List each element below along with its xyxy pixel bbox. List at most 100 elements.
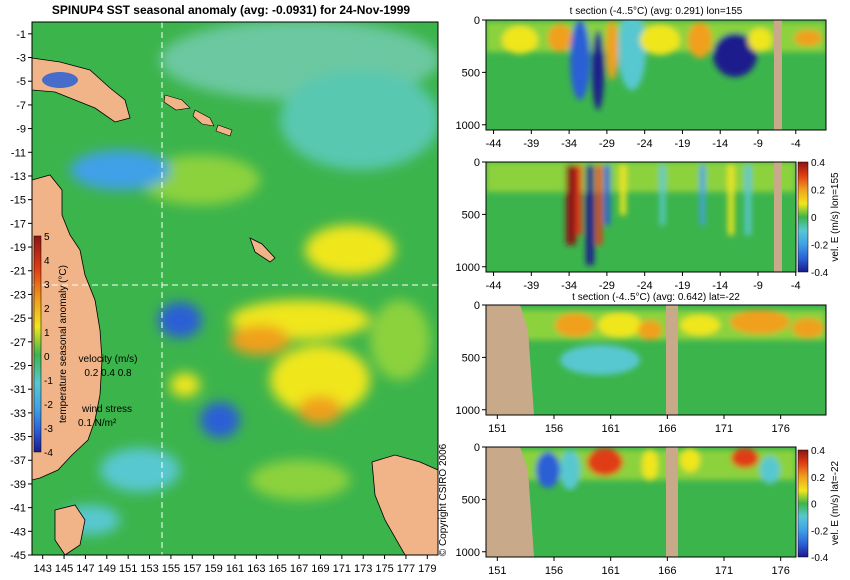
- map-x-tick-label: 167: [290, 563, 308, 575]
- panel2-colorbar-tick-label: -0.2: [811, 241, 829, 252]
- panel4-y-tick-label: 1000: [456, 547, 480, 559]
- panel2-x-ticks: -44 -39 -34 -29 -24 -19 -14 -9 -4: [486, 272, 801, 292]
- panel4-x-tick-label: 151: [488, 565, 506, 577]
- map-x-tick-label: 161: [226, 563, 244, 575]
- map-x-tick-label: 149: [98, 563, 116, 575]
- panel2-x-tick-label: -34: [561, 280, 577, 292]
- map-y-tick-label: -31: [10, 384, 26, 396]
- map-x-tick-label: 175: [375, 563, 393, 575]
- tasmania-land: [54, 504, 86, 555]
- map-x-tick-label: 159: [204, 563, 222, 575]
- panel1-x-tick-label: -19: [674, 138, 690, 150]
- map-y-tick-label: -29: [10, 360, 26, 372]
- panel3-x-tick-label: 161: [601, 423, 619, 435]
- map-y-tick-label: -11: [11, 147, 26, 159]
- map-x-tick-label: 171: [333, 563, 351, 575]
- panel2-y-tick-label: 1000: [456, 262, 480, 274]
- panel2-colorbar-tick-label: -0.4: [811, 268, 829, 279]
- panel2-colorbar: [797, 161, 809, 273]
- map-colorbar-label: temperature seasonal anomaly (°C): [58, 265, 69, 423]
- panel1-x-tick-label: -29: [599, 138, 615, 150]
- panel1-x-tick-label: -44: [486, 138, 502, 150]
- panel3-x-tick-label: 151: [488, 423, 506, 435]
- map-x-tick-label: 157: [183, 563, 201, 575]
- panel4-x-ticks: 151 156 161 166 171 176: [488, 557, 790, 577]
- map-y-tick-label: -7: [16, 100, 26, 112]
- map-y-tick-label: -23: [10, 289, 26, 301]
- panel2-y-tick-label: 500: [462, 209, 480, 221]
- panel1-y-ticks: 0 500 1000: [456, 15, 486, 132]
- panel4-x-tick-label: 166: [658, 565, 676, 577]
- panel4-y-tick-label: 500: [462, 494, 480, 506]
- map-x-tick-label: 173: [354, 563, 372, 575]
- map-y-tick-label: -15: [10, 195, 26, 207]
- map-x-tick-label: 165: [269, 563, 287, 575]
- map-colorbar-gradient: [33, 235, 42, 453]
- map-x-tick-label: 151: [119, 563, 137, 575]
- map-y-tick-label: -13: [10, 171, 26, 183]
- copyright: © Copyright CSIRO 2006: [438, 443, 449, 556]
- panel2-x-tick-label: -24: [637, 280, 653, 292]
- map-y-tick-label: -5: [16, 76, 26, 88]
- panel2-y-ticks: 0 500 1000: [456, 157, 486, 274]
- solomon-islands: [163, 94, 233, 137]
- panel3-y-ticks: 0 500 1000: [456, 300, 486, 417]
- panel4-x-tick-label: 156: [545, 565, 563, 577]
- map-y-tick-label: -21: [10, 266, 26, 278]
- map-x-tick-label: 169: [311, 563, 329, 575]
- map-y-tick-label: -19: [10, 242, 26, 254]
- panel1-x-tick-label: -39: [523, 138, 539, 150]
- panel3-plot: [485, 304, 827, 416]
- map-x-tick-label: 153: [140, 563, 158, 575]
- map-y-tick-label: -25: [10, 313, 26, 325]
- panel2-colorbar-label: vel. E (m/s) lon=155: [830, 172, 841, 262]
- wind-legend-value: 0.1 N/m²: [78, 418, 117, 429]
- map-x-tick-label: 155: [162, 563, 180, 575]
- map-colorbar-tick-label: 5: [44, 232, 50, 243]
- map-y-tick-label: -43: [10, 526, 26, 538]
- panel1-y-tick-label: 0: [474, 15, 480, 27]
- panel1-y-tick-label: 1000: [456, 120, 480, 132]
- map-x-tick-label: 163: [247, 563, 265, 575]
- panel4-colorbar-tick-label: 0.4: [811, 446, 825, 457]
- panel4-colorbar-ticks: 0.4 0.2 0 -0.2 -0.4: [811, 446, 829, 564]
- map-y-tick-label: -37: [10, 455, 26, 467]
- map-colorbar-tick-label: 1: [44, 328, 50, 339]
- panel2-x-tick-label: -44: [486, 280, 502, 292]
- map-cold-patch: [42, 72, 78, 88]
- map-y-tick-label: -39: [10, 479, 26, 491]
- panel1-x-ticks: -44 -39 -34 -29 -24 -19 -14 -9 -4: [486, 130, 801, 150]
- map-y-tick-label: -33: [10, 408, 26, 420]
- map-colorbar-tick-label: 3: [44, 280, 50, 291]
- map-y-tick-label: -17: [10, 218, 26, 230]
- panel2-x-tick-label: -29: [599, 280, 615, 292]
- panel1-x-tick-label: -24: [637, 138, 653, 150]
- panel4-colorbar: [797, 449, 809, 558]
- map-y-tick-label: -35: [10, 432, 26, 444]
- panel3-y-tick-label: 0: [474, 300, 480, 312]
- panel3-title: t section (-4..5°C) (avg: 0.642) lat=-22: [572, 292, 740, 303]
- map-colorbar-tick-label: -4: [44, 448, 53, 459]
- map-x-tick-label: 179: [418, 563, 436, 575]
- map-colorbar-tick-label: 4: [44, 256, 50, 267]
- panel2-x-tick-label: -39: [523, 280, 539, 292]
- panel4-colorbar-tick-label: -0.4: [811, 553, 829, 564]
- panel4-plot: [485, 446, 797, 558]
- panel4-colorbar-tick-label: 0.2: [811, 473, 825, 484]
- map-colorbar: 5 4 3 2 1 0 -1 -2 -3 -4 temperature seasonal anom…: [33, 232, 69, 459]
- map-y-tick-label: -41: [10, 503, 26, 515]
- panel2-y-tick-label: 0: [474, 157, 480, 169]
- panel2-x-tick-label: -4: [791, 280, 801, 292]
- panel4-x-tick-label: 176: [771, 565, 789, 577]
- map-y-ticks: -1 -3 -5 -7 -9 -11 -13 -15 -17 -19 -21 -23 -25 -27 -29…: [10, 29, 32, 562]
- map-title: SPINUP4 SST seasonal anomaly (avg: -0.09…: [52, 3, 410, 17]
- panel1-x-tick-label: -34: [561, 138, 577, 150]
- panel3-x-tick-label: 156: [545, 423, 563, 435]
- panel1-plot: [485, 19, 827, 131]
- panel1-x-tick-label: -4: [791, 138, 801, 150]
- map-colorbar-tick-label: -1: [44, 376, 53, 387]
- panel4-colorbar-label: vel. E (m/s) lat=-22: [830, 460, 841, 545]
- map-vector-legend: velocity (m/s) 0.2 0.4 0.8 wind stress 0…: [78, 354, 137, 429]
- wind-legend-label: wind stress: [81, 404, 132, 415]
